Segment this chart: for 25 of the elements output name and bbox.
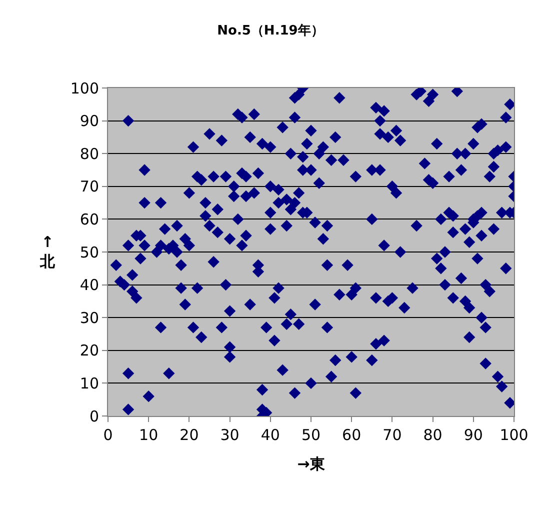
y-tick-label: 0 bbox=[89, 407, 99, 426]
x-tick-label: 40 bbox=[260, 426, 280, 444]
x-tick-label: 80 bbox=[423, 426, 442, 444]
x-axis-title: →東 bbox=[297, 455, 326, 473]
x-tick-label: 50 bbox=[301, 426, 321, 444]
chart-title: No.5（H.19年） bbox=[217, 23, 324, 38]
x-tick-label: 70 bbox=[382, 426, 402, 444]
y-tick-label: 80 bbox=[80, 144, 99, 163]
y-tick-label: 50 bbox=[80, 243, 99, 262]
y-tick-label: 100 bbox=[70, 79, 99, 98]
y-tick-label: 90 bbox=[80, 112, 99, 130]
y-tick-label: 70 bbox=[80, 178, 99, 196]
y-tick-label: 60 bbox=[80, 210, 99, 228]
y-tick-label: 10 bbox=[80, 374, 99, 392]
x-tick-label: 60 bbox=[342, 426, 362, 444]
y-tick-label: 40 bbox=[80, 276, 99, 294]
x-tick-label: 90 bbox=[464, 426, 483, 444]
x-tick-label: 30 bbox=[220, 426, 240, 444]
y-tick-label: 30 bbox=[80, 308, 99, 327]
y-axis-title: ↑北 bbox=[39, 233, 56, 270]
x-tick-label: 20 bbox=[180, 426, 199, 444]
y-tick-label: 20 bbox=[80, 342, 99, 360]
x-tick-label: 10 bbox=[139, 426, 158, 444]
x-tick-label: 100 bbox=[500, 426, 528, 444]
x-tick-label: 0 bbox=[103, 426, 113, 444]
